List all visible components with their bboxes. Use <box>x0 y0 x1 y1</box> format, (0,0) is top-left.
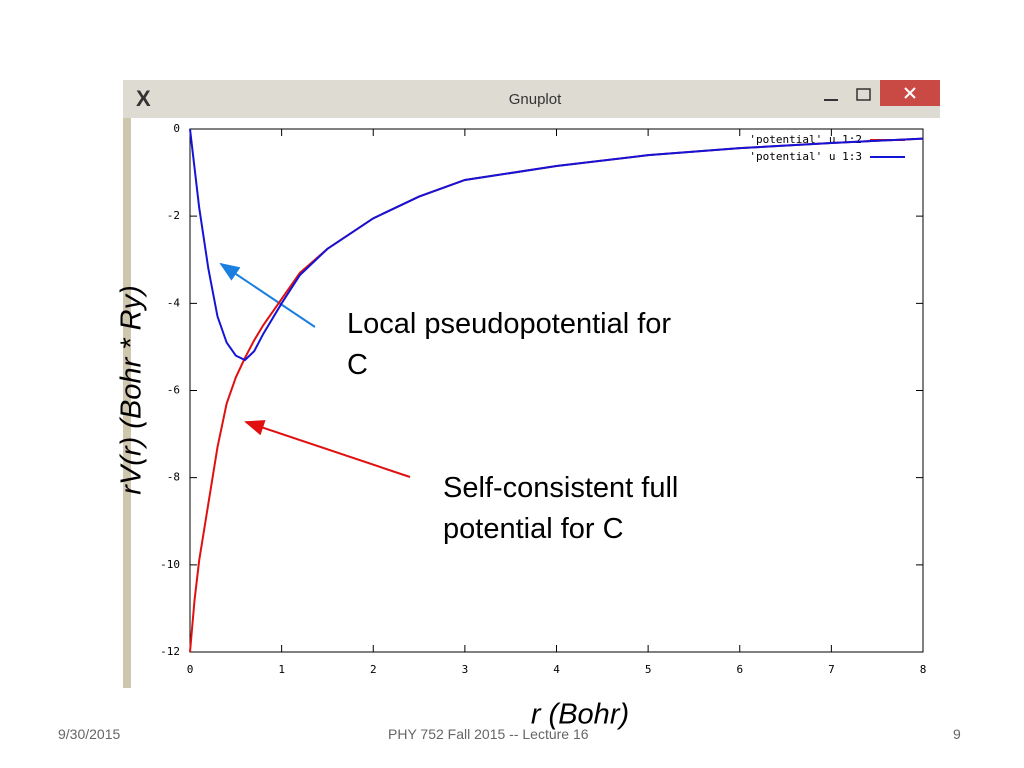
x-axis-label: r (Bohr) <box>531 699 629 731</box>
x-tick-label: 7 <box>828 663 835 676</box>
legend-label: 'potential' u 1:3 <box>749 150 862 163</box>
x-tick-label: 8 <box>920 663 927 676</box>
series-line <box>189 128 924 362</box>
x-tick-label: 2 <box>370 663 377 676</box>
y-tick-label: -2 <box>167 209 180 222</box>
x-tick-label: 4 <box>553 663 560 676</box>
y-axis-label: rV(r) (Bohr * Ry) <box>116 285 148 494</box>
x-tick-label: 0 <box>187 663 194 676</box>
x-tick-label: 5 <box>645 663 652 676</box>
x-tick-label: 1 <box>278 663 285 676</box>
window-title: Gnuplot <box>509 91 562 108</box>
y-tick-label: -4 <box>167 296 181 309</box>
title-bar <box>123 80 940 118</box>
x-tick-label: 6 <box>736 663 743 676</box>
footer-date: 9/30/2015 <box>58 726 121 742</box>
window <box>123 80 940 688</box>
annotation: Local pseudopotential for C <box>347 308 672 381</box>
x-tick-label: 3 <box>462 663 469 676</box>
annotation-arrow <box>219 262 316 328</box>
footer-page: 9 <box>953 726 961 742</box>
footer-course: PHY 752 Fall 2015 -- Lecture 16 <box>388 726 589 742</box>
y-tick-label: -12 <box>160 645 180 658</box>
maximize-button[interactable] <box>856 88 871 101</box>
annotation: Self-consistent full potential for C <box>443 472 679 545</box>
plot-area: 0 -2 -4 -6 -8 -10 -12 0 1 2 3 4 5 6 7 8 'potential' u 1:… <box>160 122 926 676</box>
app-icon: X <box>136 86 151 111</box>
y-tick-label: 0 <box>173 122 180 135</box>
annotation-arrow <box>244 420 411 478</box>
y-tick-label: -6 <box>167 384 180 397</box>
y-tick-label: -10 <box>160 558 180 571</box>
close-icon <box>904 87 916 99</box>
window-border <box>123 118 131 688</box>
y-tick-label: -8 <box>167 471 180 484</box>
